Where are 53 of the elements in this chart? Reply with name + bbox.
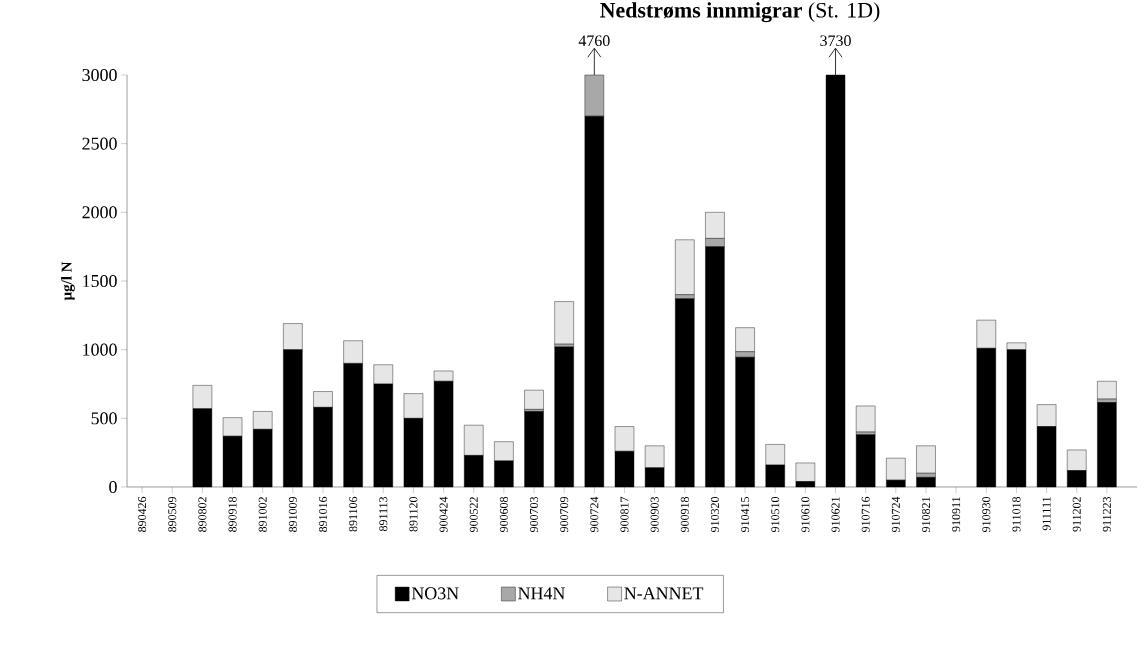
x-tick-label: 910724 (891, 496, 900, 532)
x-tick-label: 910510 (771, 496, 780, 532)
y-tick-label: 3000 (82, 68, 117, 82)
x-tick-label: 910930 (982, 496, 991, 532)
x-tick-label: 900522 (469, 497, 478, 532)
x-tick-label: 900903 (650, 496, 659, 532)
x-tick-label: 910716 (861, 496, 870, 532)
x-tick-label: 900918 (680, 496, 689, 532)
legend-label: N-ANNET (624, 587, 704, 600)
bar (524, 389, 544, 410)
annotation: 3730 (820, 35, 851, 47)
x-tick-label: 911223 (1102, 496, 1111, 532)
x-tick-label: 900608 (499, 496, 508, 532)
y-tick-label: 2000 (82, 206, 117, 219)
x-tick-label: 890509 (168, 497, 177, 532)
x-tick-label: 910621 (831, 497, 840, 532)
bar (916, 445, 936, 474)
bar (1097, 381, 1117, 400)
x-tick-label: 891016 (318, 496, 328, 532)
x-tick-label: 900724 (590, 496, 599, 532)
x-tick-label: 900424 (439, 496, 448, 532)
x-tick-label: 911018 (1012, 496, 1021, 532)
chart-title: Nedstrøms innmigrar (St. 1D) (600, 2, 880, 23)
x-tick-label: 891002 (258, 497, 267, 532)
legend-label: NO3N (411, 587, 459, 600)
x-tick-label: 891106 (349, 496, 358, 532)
y-tick-label: 2500 (82, 137, 117, 150)
x-tick-label: 911202 (1072, 497, 1081, 532)
x-tick-label: 910415 (741, 496, 750, 532)
y-axis-title: µg/l N (61, 261, 75, 301)
bar (554, 301, 574, 345)
x-tick-label: 890918 (228, 496, 237, 532)
x-tick-label: 911111 (1042, 497, 1051, 531)
legend-label: NH4N (518, 587, 565, 600)
annotation: 4760 (578, 35, 610, 47)
y-tick-label: 1500 (83, 274, 117, 288)
x-tick-label: 900817 (620, 496, 629, 532)
y-tick-label: 0 (109, 480, 117, 494)
x-tick-label: 890802 (198, 497, 207, 532)
x-tick-label: 910320 (710, 496, 719, 532)
x-tick-label: 900709 (560, 497, 569, 532)
x-tick-label: 910911 (952, 497, 961, 532)
bar (855, 405, 876, 433)
x-tick-label: 910821 (921, 497, 931, 532)
x-tick-label: 891113 (379, 496, 388, 532)
x-tick-label: 910610 (801, 496, 810, 532)
x-tick-label: 891120 (409, 496, 418, 532)
y-tick-label: 1000 (83, 343, 117, 356)
bar (675, 239, 695, 295)
x-tick-label: 900703 (530, 496, 539, 532)
x-tick-label: 890426 (138, 496, 147, 532)
y-tick-label: 500 (91, 412, 117, 425)
x-tick-label: 891009 (288, 497, 297, 532)
